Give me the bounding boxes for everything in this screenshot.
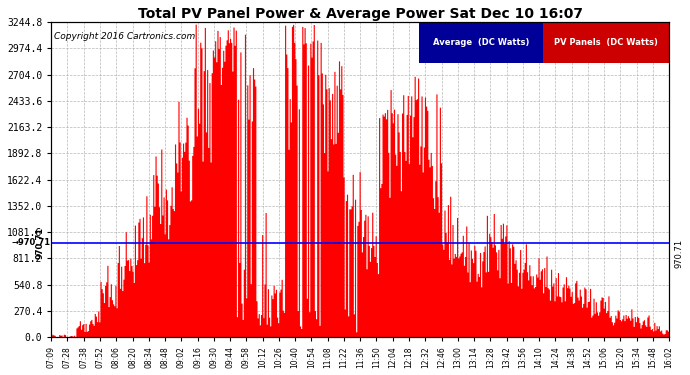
FancyBboxPatch shape	[419, 22, 542, 63]
FancyBboxPatch shape	[542, 22, 669, 63]
Text: PV Panels  (DC Watts): PV Panels (DC Watts)	[554, 38, 658, 47]
Text: Average  (DC Watts): Average (DC Watts)	[433, 38, 529, 47]
Text: →970.71: →970.71	[12, 238, 50, 248]
Text: Copyright 2016 Cartronics.com: Copyright 2016 Cartronics.com	[55, 32, 195, 40]
Text: 970.71: 970.71	[35, 227, 44, 259]
Title: Total PV Panel Power & Average Power Sat Dec 10 16:07: Total PV Panel Power & Average Power Sat…	[138, 7, 583, 21]
